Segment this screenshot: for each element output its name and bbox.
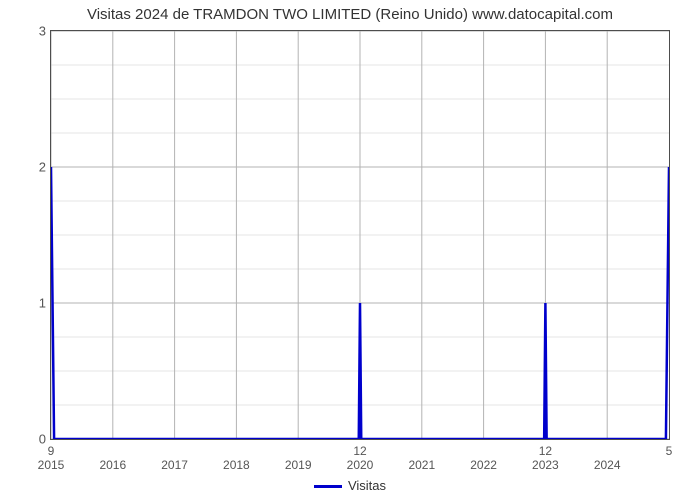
data-point-label: 12 [539,444,552,458]
x-tick-label: 2016 [99,458,126,472]
x-tick-label: 2022 [470,458,497,472]
data-point-label: 12 [353,444,366,458]
y-tick-label: 1 [6,296,46,311]
data-point-label: 5 [666,444,673,458]
legend-line-sample [314,485,342,488]
x-tick-label: 2019 [285,458,312,472]
x-tick-label: 2023 [532,458,559,472]
x-tick-label: 2020 [347,458,374,472]
legend: Visitas [0,478,700,493]
legend-label: Visitas [348,478,386,493]
x-tick-label: 2018 [223,458,250,472]
data-point-label: 9 [48,444,55,458]
x-tick-label: 2024 [594,458,621,472]
y-tick-label: 0 [6,432,46,447]
x-tick-label: 2021 [408,458,435,472]
plot-area [50,30,670,440]
chart-container: Visitas 2024 de TRAMDON TWO LIMITED (Rei… [0,0,700,500]
x-tick-label: 2015 [38,458,65,472]
y-tick-label: 3 [6,24,46,39]
y-tick-label: 2 [6,160,46,175]
chart-title: Visitas 2024 de TRAMDON TWO LIMITED (Rei… [0,6,700,23]
x-tick-label: 2017 [161,458,188,472]
